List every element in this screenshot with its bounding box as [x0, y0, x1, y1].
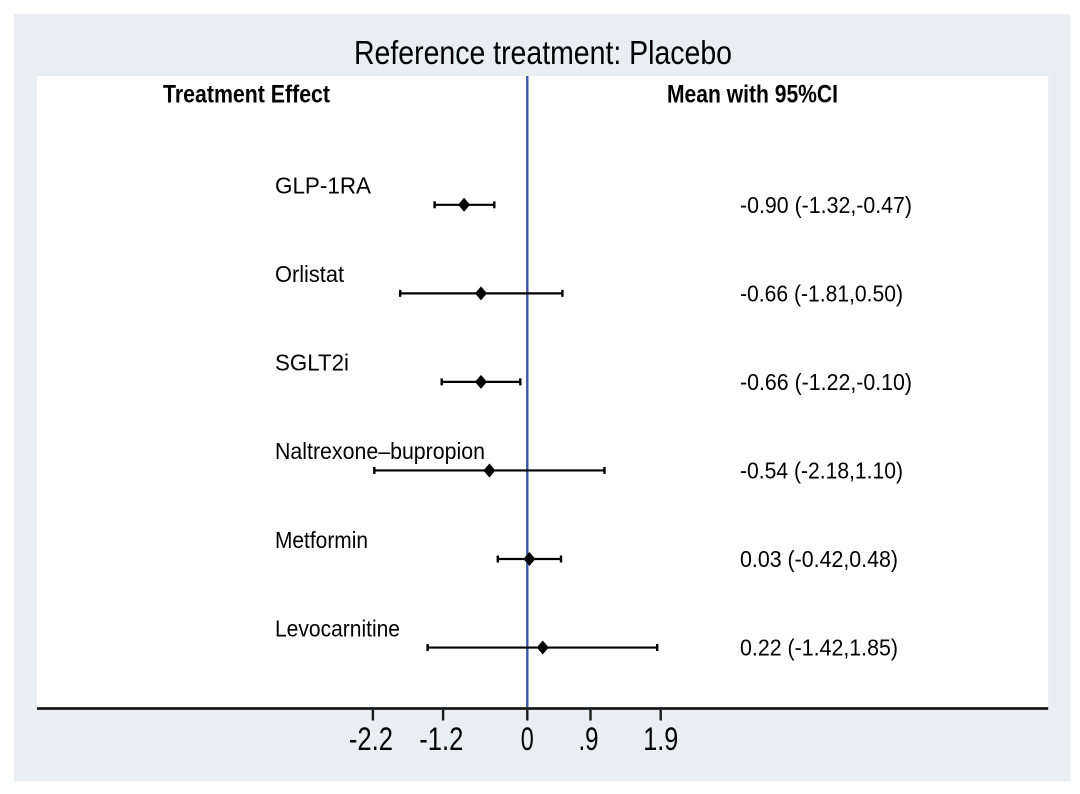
svg-text:Reference treatment: Placebo: Reference treatment: Placebo [354, 34, 732, 71]
svg-text:Orlistat: Orlistat [275, 261, 345, 287]
svg-text:-0.90 (-1.32,-0.47): -0.90 (-1.32,-0.47) [740, 192, 912, 218]
svg-text:-0.66 (-1.22,-0.10): -0.66 (-1.22,-0.10) [740, 369, 912, 395]
svg-text:SGLT2i: SGLT2i [275, 350, 349, 376]
svg-text:Levocarnitine: Levocarnitine [275, 615, 400, 641]
svg-text:Mean with 95%CI: Mean with 95%CI [667, 81, 838, 109]
svg-text:.9: .9 [579, 721, 599, 757]
svg-text:-2.2: -2.2 [349, 721, 393, 757]
svg-text:0.03 (-0.42,0.48): 0.03 (-0.42,0.48) [740, 546, 898, 572]
svg-text:Treatment Effect: Treatment Effect [163, 81, 331, 109]
svg-text:-0.54 (-2.18,1.10): -0.54 (-2.18,1.10) [740, 457, 903, 483]
svg-text:Metformin: Metformin [275, 527, 368, 553]
svg-text:-0.66 (-1.81,0.50): -0.66 (-1.81,0.50) [740, 280, 903, 306]
svg-text:GLP-1RA: GLP-1RA [275, 173, 372, 199]
svg-text:1.9: 1.9 [643, 721, 678, 757]
svg-text:0: 0 [521, 721, 534, 757]
svg-text:0.22 (-1.42,1.85): 0.22 (-1.42,1.85) [740, 635, 898, 661]
svg-text:Naltrexone–bupropion: Naltrexone–bupropion [275, 438, 485, 464]
svg-text:-1.2: -1.2 [419, 721, 463, 757]
